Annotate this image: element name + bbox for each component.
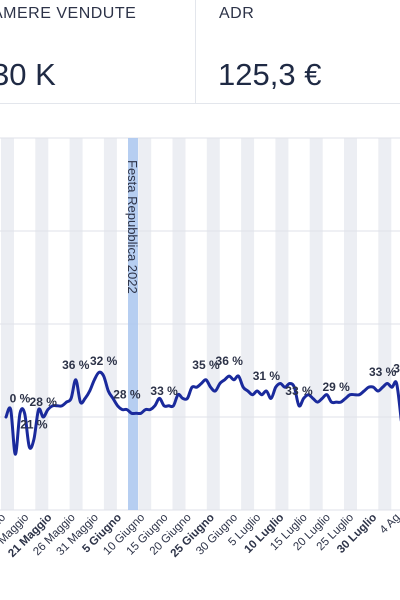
data-label: 33 % [369,365,397,379]
data-label: 0 % [10,391,31,405]
data-label: 28 % [113,388,141,402]
data-label: 3 [393,362,400,376]
event-label: Festa Repubblica 2022 [125,160,140,294]
data-label: 36 % [62,358,90,372]
kpi-rooms-sold-value: 30 K [0,57,56,92]
data-label: 36 % [216,354,244,368]
event-band[interactable] [128,138,138,510]
kpi-adr[interactable]: ADR 125,3 € [196,0,400,103]
data-label: 33 % [150,384,178,398]
kpi-row: AMERE VENDUTE 30 K ADR 125,3 € [0,0,400,104]
gridlines [0,137,400,511]
data-label: 32 % [90,354,118,368]
data-labels: 0 %21 %28 %36 % 32 %28 % 33 %35 %36 %31 %3… [10,354,400,431]
occupancy-line [4,370,400,456]
occupancy-series [4,370,400,456]
data-label: 28 % [30,395,58,409]
kpi-adr-label: ADR [219,5,255,22]
kpi-rooms-sold-label: AMERE VENDUTE [0,5,137,22]
data-label: 29 % [322,380,350,394]
kpi-adr-value: 125,3 € [218,57,322,92]
kpi-rooms-sold[interactable]: AMERE VENDUTE 30 K [0,0,196,103]
data-label: 35 % [192,358,220,372]
occupancy-line-chart: Festa Repubblica 2022 0 %21 %28 %36 % 32 … [0,137,400,560]
data-label: 21 % [20,417,48,431]
event-marker[interactable]: Festa Repubblica 2022 [125,138,140,510]
data-label: 31 % [253,369,281,383]
x-tick-label: 4 Ag [378,512,400,537]
data-label: 33 % [285,384,313,398]
